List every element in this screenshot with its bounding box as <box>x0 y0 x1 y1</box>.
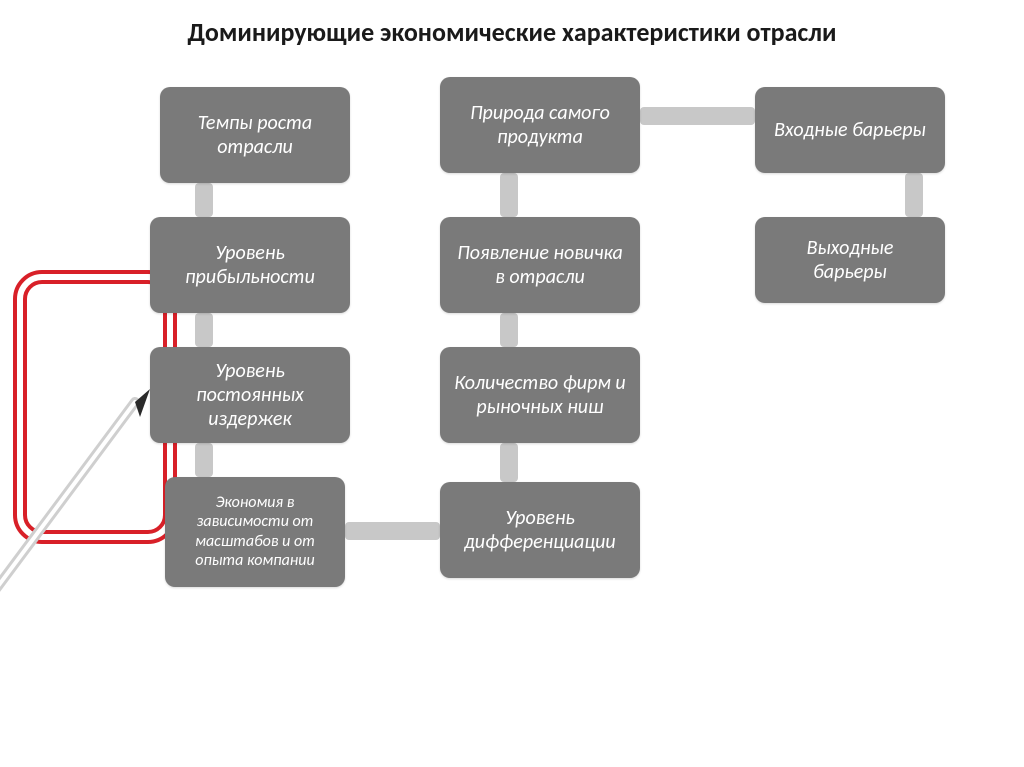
edge <box>195 183 213 217</box>
edge <box>500 443 518 482</box>
node-firm-count: Количество фирм и рыночных ниш <box>440 347 640 443</box>
edge <box>500 173 518 217</box>
edge <box>195 443 213 477</box>
edge <box>905 173 923 217</box>
decor-clipboard-icon <box>0 257 190 637</box>
node-scale-economy: Экономия в зависимости от масштабов и от… <box>165 477 345 587</box>
node-newcomer: Появление новичка в отрасли <box>440 217 640 313</box>
node-profitability: Уровень прибыльности <box>150 217 350 313</box>
diagram-canvas: Темпы роста отрасли Уровень прибыльности… <box>0 57 1024 737</box>
node-differentiation: Уровень дифференциации <box>440 482 640 578</box>
node-entry-barriers: Входные барьеры <box>755 87 945 173</box>
node-product-nature: Природа самого продукта <box>440 77 640 173</box>
page-title: Доминирующие экономические характеристик… <box>0 0 1024 57</box>
node-growth-rate: Темпы роста отрасли <box>160 87 350 183</box>
edge <box>195 313 213 347</box>
edge <box>345 522 440 540</box>
edge <box>500 313 518 347</box>
node-exit-barriers: Выходные барьеры <box>755 217 945 303</box>
edge <box>640 107 755 125</box>
node-fixed-costs: Уровень постоянных издержек <box>150 347 350 443</box>
